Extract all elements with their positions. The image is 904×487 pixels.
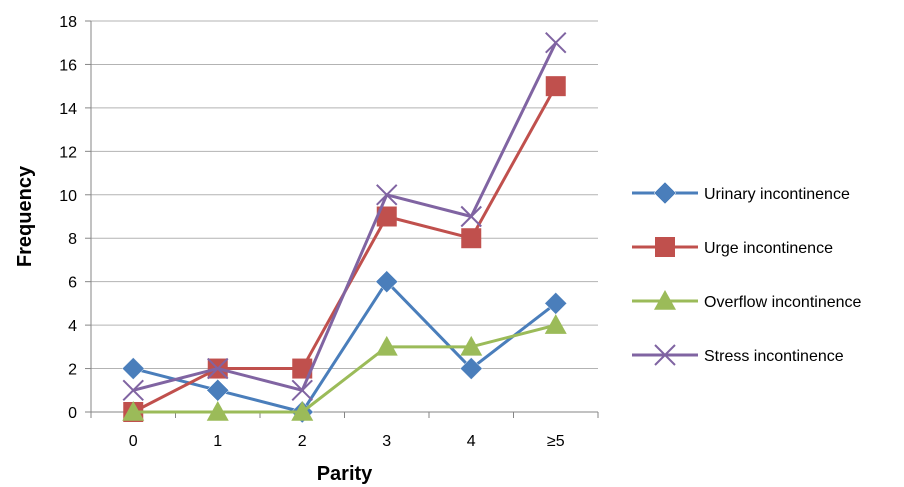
series-line [132,85,558,414]
legend-item: Urge incontinence [632,237,833,257]
legend-label: Overflow incontinence [704,294,862,311]
y-tick-label: 6 [68,275,77,292]
data-point [122,401,145,421]
data-point [460,335,483,356]
data-point [206,378,230,402]
y-tick-label: 8 [68,231,77,248]
series-line [132,280,557,414]
y-tick-label: 2 [68,362,77,379]
legend-marker [654,344,676,366]
legend-marker [653,181,677,205]
data-point [545,76,566,97]
y-axis-title: Frequency [14,165,36,267]
data-point [545,32,567,54]
x-tick-labels: 0 1 2 3 4 ≥5 [129,433,565,450]
legend-item: Urinary incontinence [632,181,850,205]
y-tick-labels: 0 2 4 6 8 10 12 14 16 18 [59,14,77,422]
data-point [121,357,145,380]
data-point [122,379,144,401]
series-urinary-incontinence [121,270,568,424]
legend-item: Overflow incontinence [632,290,862,311]
data-point [461,228,482,249]
data-point [291,379,313,401]
legend: Urinary incontinence Urge incontinence Ove… [632,181,862,366]
series-line [133,323,557,414]
x-tick-label: 2 [298,433,307,450]
data-point [207,357,229,380]
data-point [375,270,399,294]
series-line [132,42,558,392]
y-tick-label: 16 [59,57,77,74]
data-point [376,184,398,206]
y-tick-label: 0 [68,405,77,422]
x-tick-label: 4 [467,433,476,450]
data-point [544,314,567,334]
legend-marker [655,237,675,257]
axes [90,21,599,418]
y-tick-label: 12 [59,144,77,161]
legend-item: Stress incontinence [632,344,844,366]
legend-marker [654,290,676,310]
x-tick-label: 0 [129,433,138,450]
series-stress-incontinence [122,32,567,401]
x-axis-title: Parity [317,463,373,485]
data-point [292,358,313,379]
series-urge-incontinence [123,76,566,422]
y-tick-label: 18 [59,14,77,31]
legend-label: Stress incontinence [704,348,844,365]
legend-label: Urinary incontinence [704,186,850,203]
data-point [460,205,482,228]
x-tick-label: ≥5 [547,433,565,450]
x-tick-label: 3 [382,433,391,450]
x-tick-label: 1 [213,433,222,450]
y-tick-label: 14 [59,101,77,118]
data-point [206,401,229,421]
legend-label: Urge incontinence [704,240,833,257]
series-overflow-incontinence [122,314,567,421]
data-point [291,401,314,421]
y-tick-label: 4 [68,318,77,335]
grid-lines [85,20,598,413]
data-point [375,335,398,356]
data-point [376,206,397,227]
data-point [459,357,483,380]
y-tick-label: 10 [59,188,77,205]
series-group [121,32,568,424]
